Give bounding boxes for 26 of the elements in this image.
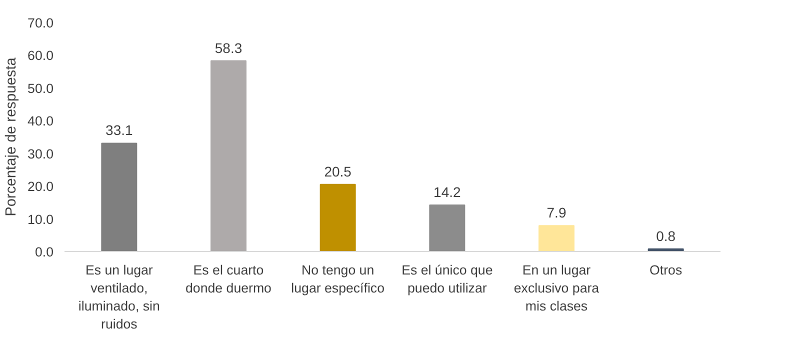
data-label: 0.8 (656, 228, 676, 244)
bar (429, 204, 466, 252)
x-tick-label: Es un lugar ventilado, iluminado, sin ruidos (78, 262, 160, 332)
data-label: 7.9 (546, 204, 566, 221)
x-tick-label: Es el único que puedo utilizar (402, 262, 493, 296)
bar (210, 60, 246, 252)
y-tick-label: 60.0 (28, 48, 54, 64)
data-label: 33.1 (106, 122, 134, 138)
y-tick-label: 70.0 (28, 16, 54, 30)
y-axis-title: Porcentaje de respuesta (4, 56, 20, 216)
bar (320, 184, 356, 252)
y-tick-label: 30.0 (28, 146, 54, 162)
x-tick-label: En un lugar exclusivo para mis clases (514, 262, 600, 314)
data-label: 58.3 (214, 40, 242, 56)
y-tick-label: 10.0 (28, 212, 54, 227)
x-tick-label: Otros (650, 262, 682, 278)
x-tick-label: Es el cuarto donde duermo (186, 262, 272, 296)
bar (101, 142, 138, 252)
x-tick-label: No tengo un lugar específico (291, 262, 385, 296)
data-label: 14.2 (434, 184, 462, 200)
y-tick-label: 0.0 (34, 244, 54, 260)
bar (538, 225, 574, 252)
y-tick-label: 40.0 (28, 114, 54, 129)
y-tick-label: 20.0 (28, 179, 54, 194)
data-label: 20.5 (324, 163, 352, 180)
y-tick-label: 50.0 (28, 80, 54, 96)
